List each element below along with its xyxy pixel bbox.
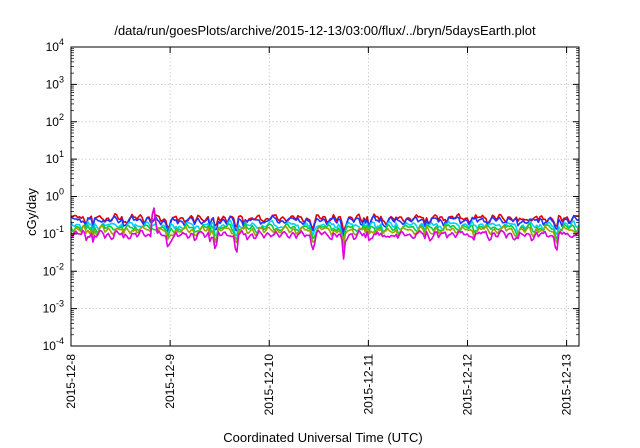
y-tick-label-exponent: 4 (59, 37, 64, 47)
series-line (70, 207, 580, 260)
y-tick-label: 10-1 (43, 224, 64, 241)
series-layer (70, 207, 580, 260)
y-tick-label-exponent: 3 (59, 74, 64, 84)
y-tick-label-base: 10 (46, 190, 60, 204)
x-tick-label: 2015-12-11 (361, 354, 375, 415)
y-tick-label: 103 (46, 74, 64, 91)
y-tick-label-base: 10 (43, 227, 57, 241)
y-tick-label-base: 10 (46, 40, 60, 54)
ticks (70, 46, 579, 347)
y-tick-label: 10-4 (43, 336, 64, 353)
x-tick-label: 2015-12-8 (64, 354, 78, 409)
tick-labels: 10-410-310-210-11001011021031042015-12-8… (43, 37, 574, 415)
y-tick-label: 101 (46, 149, 64, 166)
y-tick-label-exponent: -3 (56, 299, 64, 309)
y-tick-label-exponent: -1 (56, 224, 64, 234)
y-tick-label: 10-3 (43, 299, 64, 316)
y-tick-label: 102 (46, 112, 64, 129)
y-axis-label: cGy/day (24, 188, 39, 236)
y-tick-label-exponent: -4 (56, 336, 64, 346)
y-tick-label: 100 (46, 187, 64, 204)
x-axis-label: Coordinated Universal Time (UTC) (223, 430, 422, 445)
y-tick-label-base: 10 (46, 77, 60, 91)
y-tick-label-base: 10 (43, 339, 57, 353)
y-tick-label-base: 10 (46, 152, 60, 166)
y-tick-label: 104 (46, 37, 64, 54)
y-tick-label-base: 10 (46, 115, 60, 129)
x-tick-label: 2015-12-10 (262, 354, 276, 416)
chart-title: /data/run/goesPlots/archive/2015-12-13/0… (114, 23, 536, 38)
y-tick-label-exponent: 2 (59, 112, 64, 122)
x-tick-label: 2015-12-12 (460, 354, 474, 416)
y-tick-label-exponent: 0 (59, 187, 64, 197)
y-tick-label-exponent: 1 (59, 149, 64, 159)
series-line (70, 222, 580, 246)
y-tick-label-exponent: -2 (56, 261, 64, 271)
y-tick-label-base: 10 (43, 302, 57, 316)
x-tick-label: 2015-12-9 (163, 354, 177, 409)
x-tick-label: 2015-12-13 (560, 354, 574, 416)
y-tick-label: 10-2 (43, 261, 64, 278)
grid (71, 47, 579, 346)
y-tick-label-base: 10 (43, 264, 57, 278)
